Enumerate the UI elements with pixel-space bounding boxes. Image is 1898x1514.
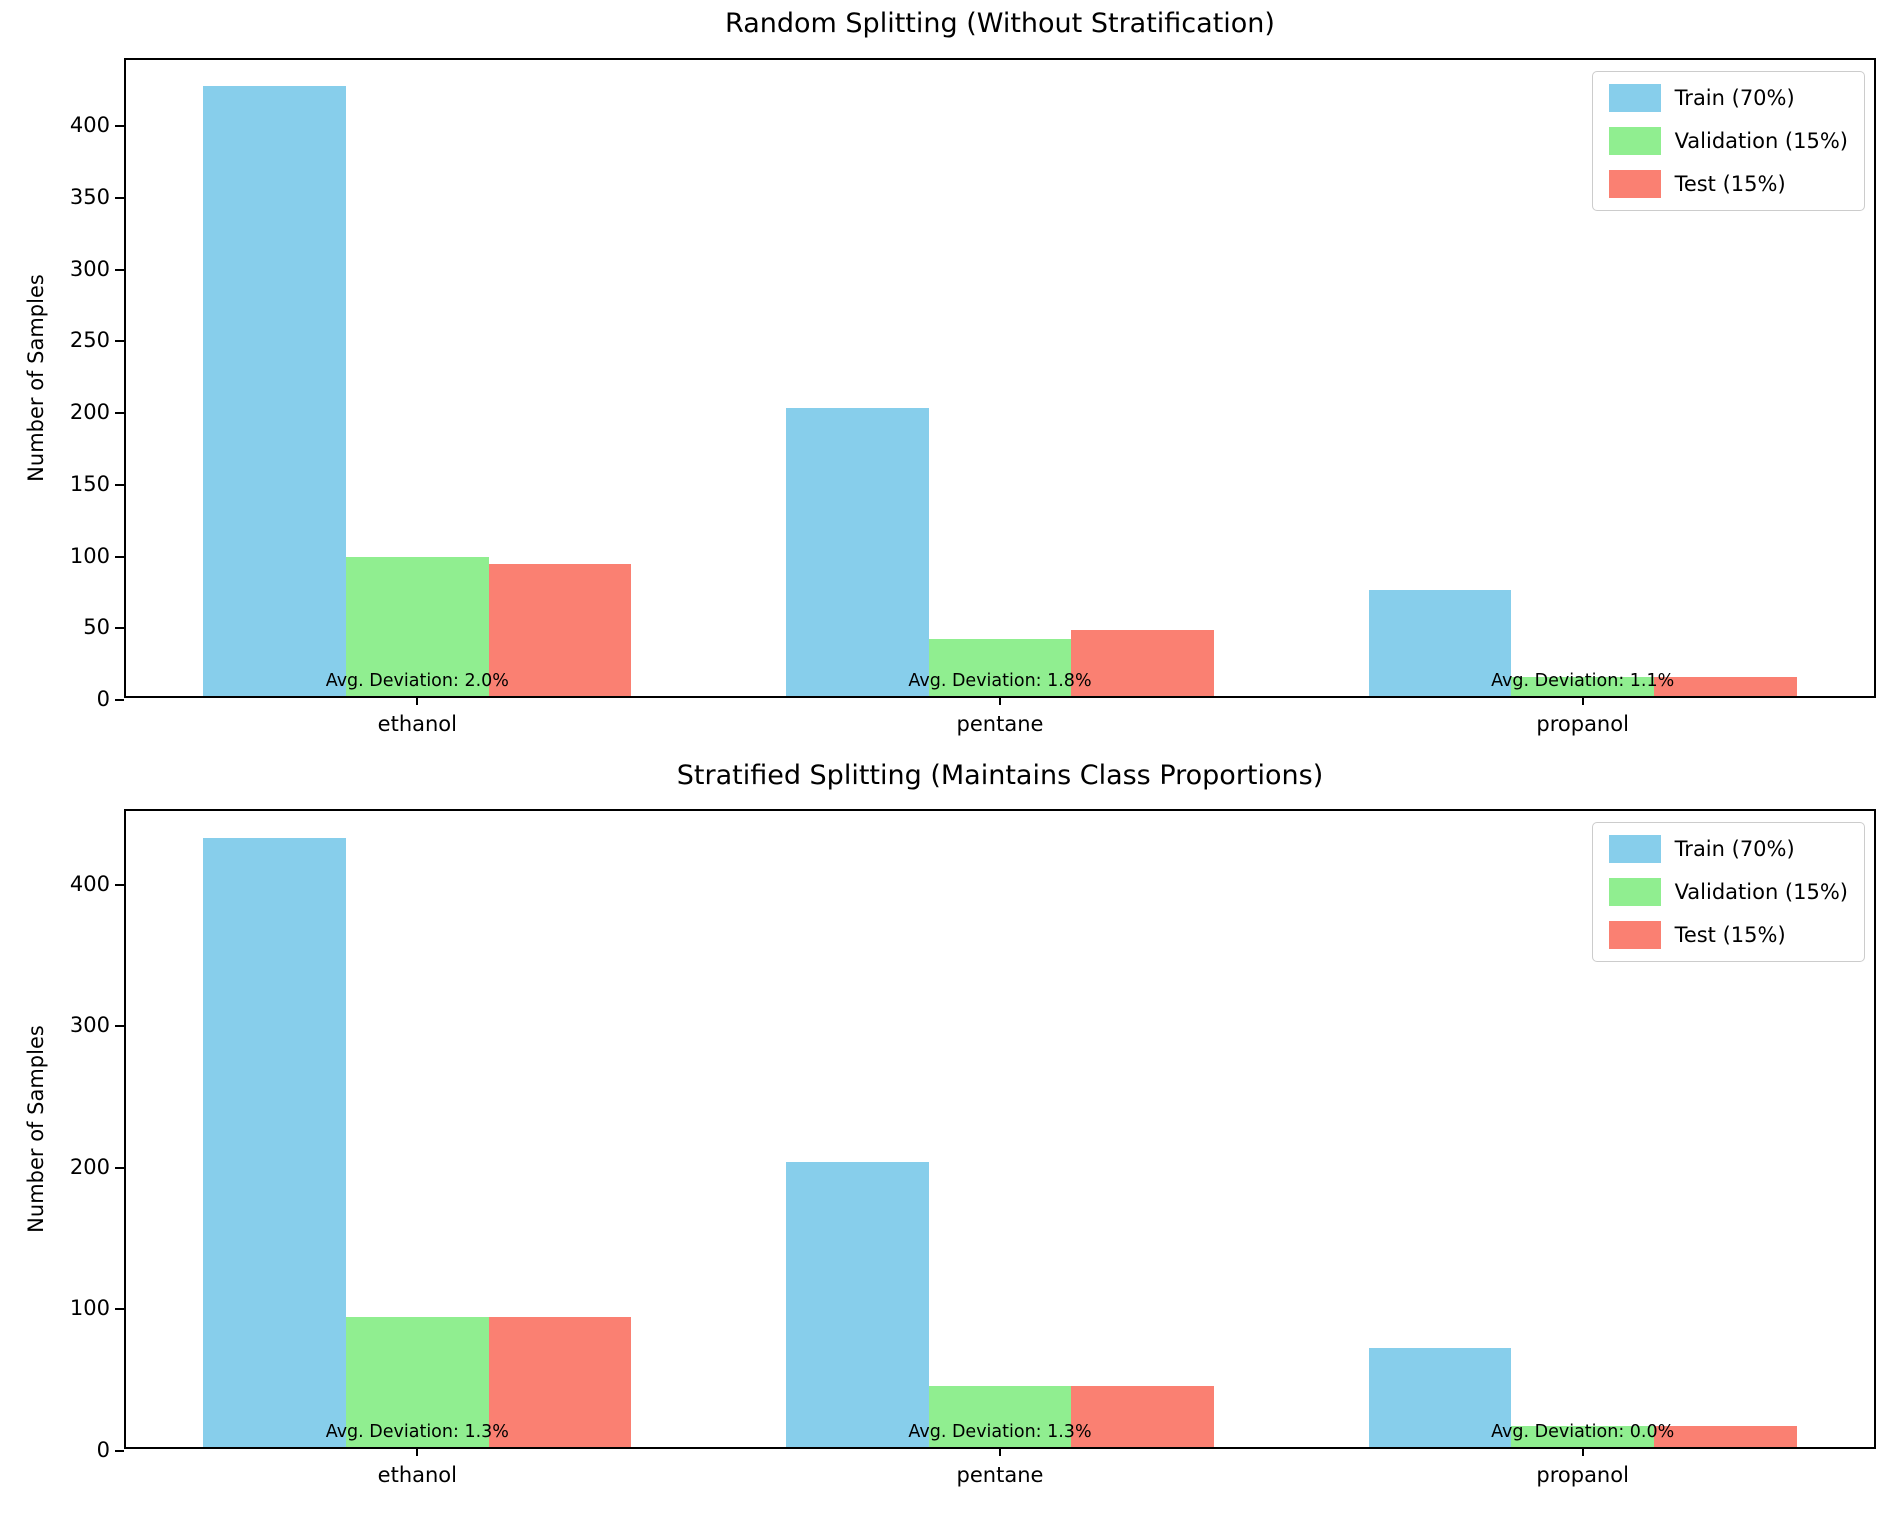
y-tick-label-stratified-100: 100 <box>69 1296 110 1321</box>
legend-item-stratified-test: Test (15%) <box>1608 921 1848 949</box>
legend-item-random-validation: Validation (15%) <box>1608 127 1848 155</box>
bar-stratified-pentane-validation <box>928 1386 1072 1447</box>
y-tick-label-random-50: 50 <box>83 615 110 640</box>
y-tick-mark-random-200 <box>115 412 124 414</box>
bar-random-propanol-validation <box>1511 677 1654 696</box>
legend-label-validation: Validation (15%) <box>1674 880 1848 904</box>
legend-label-train: Train (70%) <box>1674 86 1795 110</box>
y-axis-label-random: Number of Samples <box>24 274 48 482</box>
annotation-stratified-propanol: Avg. Deviation: 0.0% <box>1491 1422 1675 1442</box>
x-tick-mark-stratified-pentane <box>999 1447 1001 1456</box>
x-tick-label-stratified-ethanol: ethanol <box>377 1463 457 1487</box>
y-tick-mark-stratified-400 <box>115 883 124 886</box>
bar-random-ethanol-validation <box>346 556 489 696</box>
y-tick-label-random-250: 250 <box>69 328 110 353</box>
y-tick-label-random-300: 300 <box>69 256 110 281</box>
chart-title-stratified: Stratified Splitting (Maintains Class Pr… <box>676 760 1324 791</box>
x-tick-mark-stratified-propanol <box>1581 1447 1584 1456</box>
plot-area-stratified: 0 100 200 300 400 ethanol Avg. Deviation: 1.3%… <box>70 809 1876 1487</box>
y-tick-label-random-350: 350 <box>69 184 110 209</box>
x-tick-label-stratified-pentane: pentane <box>956 1463 1044 1487</box>
y-tick-mark-random-300 <box>115 268 124 271</box>
y-tick-mark-random-100 <box>115 555 124 558</box>
legend-swatch-validation <box>1608 127 1661 155</box>
x-tick-mark-stratified-ethanol <box>416 1447 419 1456</box>
bar-stratified-ethanol-train <box>203 838 346 1447</box>
legend-item-stratified-train: Train (70%) <box>1608 835 1848 863</box>
y-tick-mark-stratified-200 <box>115 1166 124 1169</box>
y-tick-mark-random-400 <box>115 125 124 127</box>
bar-random-ethanol-test <box>488 563 632 696</box>
chart-title-random: Random Splitting (Without Stratification… <box>725 8 1275 39</box>
bar-stratified-ethanol-validation <box>346 1316 489 1447</box>
legend-item-random-test: Test (15%) <box>1608 170 1848 198</box>
y-tick-mark-stratified-0 <box>115 1450 124 1452</box>
bar-random-pentane-test <box>1071 630 1214 696</box>
bar-random-ethanol-train <box>203 86 346 696</box>
y-tick-label-random-150: 150 <box>69 471 110 496</box>
legend-swatch-test <box>1608 170 1661 198</box>
x-tick-label-random-ethanol: ethanol <box>377 712 457 736</box>
bar-random-pentane-validation <box>928 638 1072 696</box>
y-tick-mark-random-50 <box>115 627 124 630</box>
y-tick-label-stratified-0: 0 <box>96 1438 110 1462</box>
y-tick-label-random-200: 200 <box>69 400 110 424</box>
y-tick-mark-random-150 <box>115 483 124 486</box>
bar-stratified-pentane-test <box>1071 1386 1214 1447</box>
x-tick-mark-random-propanol <box>1581 696 1584 705</box>
y-tick-label-random-0: 0 <box>96 687 110 711</box>
annotation-random-propanol: Avg. Deviation: 1.1% <box>1491 671 1675 691</box>
bar-random-propanol-test <box>1653 677 1797 696</box>
x-tick-label-random-propanol: propanol <box>1536 712 1629 736</box>
bar-stratified-propanol-validation <box>1511 1425 1654 1447</box>
x-tick-label-stratified-propanol: propanol <box>1536 1463 1629 1487</box>
y-tick-mark-stratified-300 <box>115 1025 124 1028</box>
y-tick-label-stratified-300: 300 <box>69 1013 110 1038</box>
y-tick-mark-random-250 <box>115 340 124 343</box>
y-tick-label-stratified-200: 200 <box>69 1154 110 1179</box>
bar-stratified-propanol-train <box>1368 1347 1512 1447</box>
legend-item-random-train: Train (70%) <box>1608 84 1848 112</box>
bar-stratified-ethanol-test <box>488 1316 632 1447</box>
bar-random-pentane-train <box>786 407 929 696</box>
legend-item-stratified-validation: Validation (15%) <box>1608 878 1848 906</box>
annotation-stratified-ethanol: Avg. Deviation: 1.3% <box>325 1422 509 1442</box>
y-axis-label-stratified: Number of Samples <box>24 1025 48 1233</box>
legend-swatch-train <box>1608 84 1661 112</box>
legend-random: Train (70%) Validation (15%) Test (15%) <box>1591 71 1865 211</box>
legend-stratified: Train (70%) Validation (15%) Test (15%) <box>1591 822 1865 962</box>
legend-label-validation: Validation (15%) <box>1674 129 1848 153</box>
legend-label-train: Train (70%) <box>1674 837 1795 861</box>
annotation-random-pentane: Avg. Deviation: 1.8% <box>908 671 1092 691</box>
y-tick-label-stratified-400: 400 <box>69 871 110 896</box>
plot-area-random: 0 50 100 150 200 250 300 350 400 ethanol Avg. Devi… <box>70 58 1876 736</box>
legend-swatch-validation <box>1608 878 1661 906</box>
y-tick-label-random-400: 400 <box>69 113 110 137</box>
x-tick-label-random-pentane: pentane <box>956 712 1044 736</box>
x-tick-mark-random-ethanol <box>416 696 419 705</box>
legend-swatch-test <box>1608 921 1661 949</box>
x-tick-mark-random-pentane <box>999 696 1001 705</box>
y-tick-mark-random-350 <box>115 196 124 199</box>
legend-label-test: Test (15%) <box>1674 172 1786 196</box>
bar-stratified-propanol-test <box>1653 1425 1797 1447</box>
annotation-stratified-pentane: Avg. Deviation: 1.3% <box>908 1422 1092 1442</box>
y-tick-mark-random-0 <box>115 699 124 701</box>
bar-stratified-pentane-train <box>786 1162 929 1447</box>
y-tick-mark-stratified-100 <box>115 1308 124 1311</box>
legend-label-test: Test (15%) <box>1674 923 1786 947</box>
y-tick-label-random-100: 100 <box>69 543 110 568</box>
legend-swatch-train <box>1608 835 1661 863</box>
annotation-random-ethanol: Avg. Deviation: 2.0% <box>325 671 509 691</box>
bar-random-propanol-train <box>1368 589 1512 696</box>
